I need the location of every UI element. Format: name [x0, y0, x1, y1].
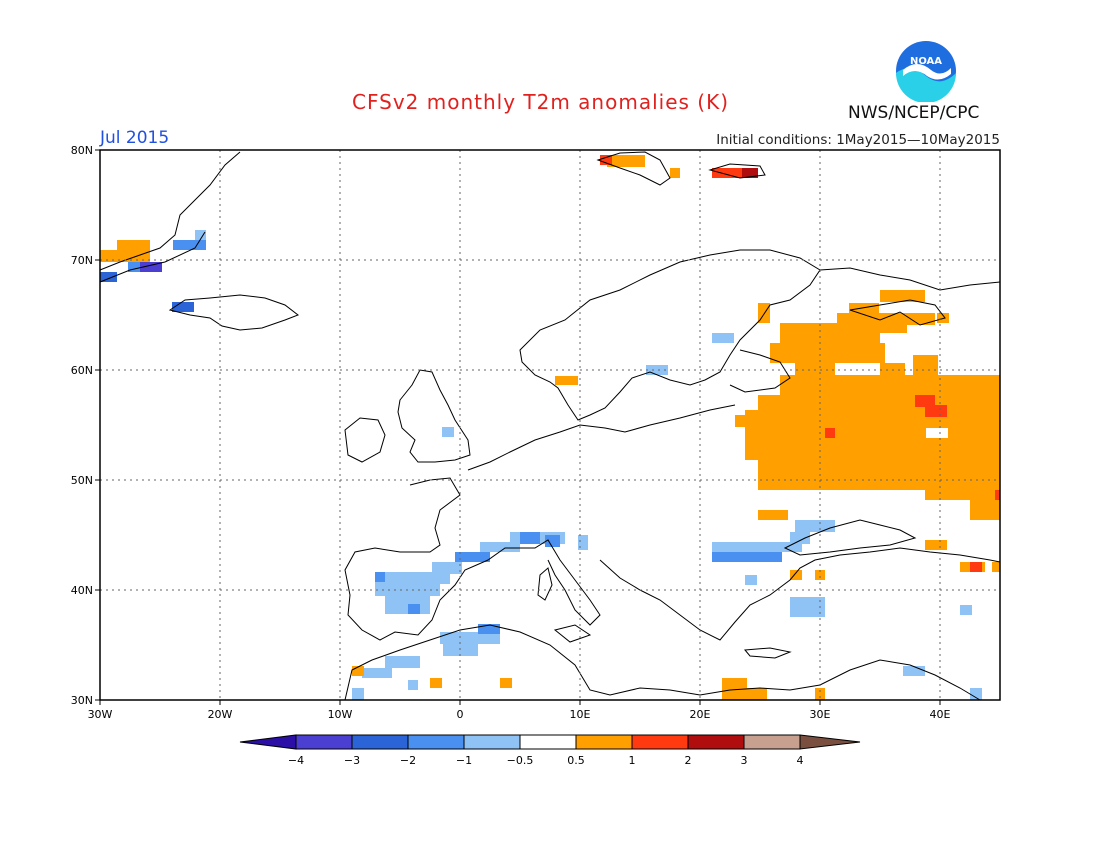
colorbar-bin-max — [799, 734, 861, 750]
initial-conditions-label: Initial conditions: 1May2015—10May2015 — [716, 132, 1000, 148]
colorbar-label: −2 — [400, 754, 416, 767]
colorbar-label: 4 — [797, 754, 804, 767]
colorbar-bin — [743, 734, 801, 750]
colorbar-bin-min — [239, 734, 297, 750]
colorbar-label: 2 — [685, 754, 692, 767]
lat-label: 50N — [71, 474, 93, 487]
colorbar-bin — [575, 734, 633, 750]
grid-lines — [100, 150, 1000, 700]
colorbar-label: −0.5 — [507, 754, 534, 767]
colorbar-bin — [687, 734, 745, 750]
lon-label: 20W — [208, 708, 233, 721]
colorbar-bin — [407, 734, 465, 750]
lon-label: 30W — [88, 708, 113, 721]
colorbar-label: 0.5 — [567, 754, 585, 767]
colorbar-bin — [631, 734, 689, 750]
colorbar — [239, 734, 861, 750]
colorbar-label: 1 — [629, 754, 636, 767]
colorbar-label: 3 — [741, 754, 748, 767]
lat-label: 80N — [71, 144, 93, 157]
lon-label: 40E — [930, 708, 951, 721]
lon-label: 30E — [810, 708, 831, 721]
lon-label: 10E — [570, 708, 591, 721]
lat-label: 60N — [71, 364, 93, 377]
tick-marks — [95, 149, 941, 705]
colorbar-bin — [519, 734, 577, 750]
noaa-logo: NOAA — [896, 41, 956, 102]
lat-label: 40N — [71, 584, 93, 597]
map-border — [99, 149, 1001, 701]
colorbar-label: −3 — [344, 754, 360, 767]
lon-label: 10W — [328, 708, 353, 721]
lat-label: 70N — [71, 254, 93, 267]
lon-label: 0 — [457, 708, 464, 721]
anomaly-field — [100, 155, 1000, 700]
noaa-logo-text: NOAA — [910, 56, 942, 67]
lat-label: 30N — [71, 694, 93, 707]
agency-label: NWS/NCEP/CPC — [848, 103, 980, 123]
lon-label: 20E — [690, 708, 711, 721]
colorbar-bin — [463, 734, 521, 750]
map-title: CFSv2 monthly T2m anomalies (K) — [352, 90, 729, 114]
colorbar-bin — [295, 734, 353, 750]
colorbar-label: −1 — [456, 754, 472, 767]
valid-month-label: Jul 2015 — [100, 128, 170, 148]
colorbar-bin — [351, 734, 409, 750]
colorbar-label: −4 — [288, 754, 304, 767]
coastlines — [99, 151, 1001, 701]
